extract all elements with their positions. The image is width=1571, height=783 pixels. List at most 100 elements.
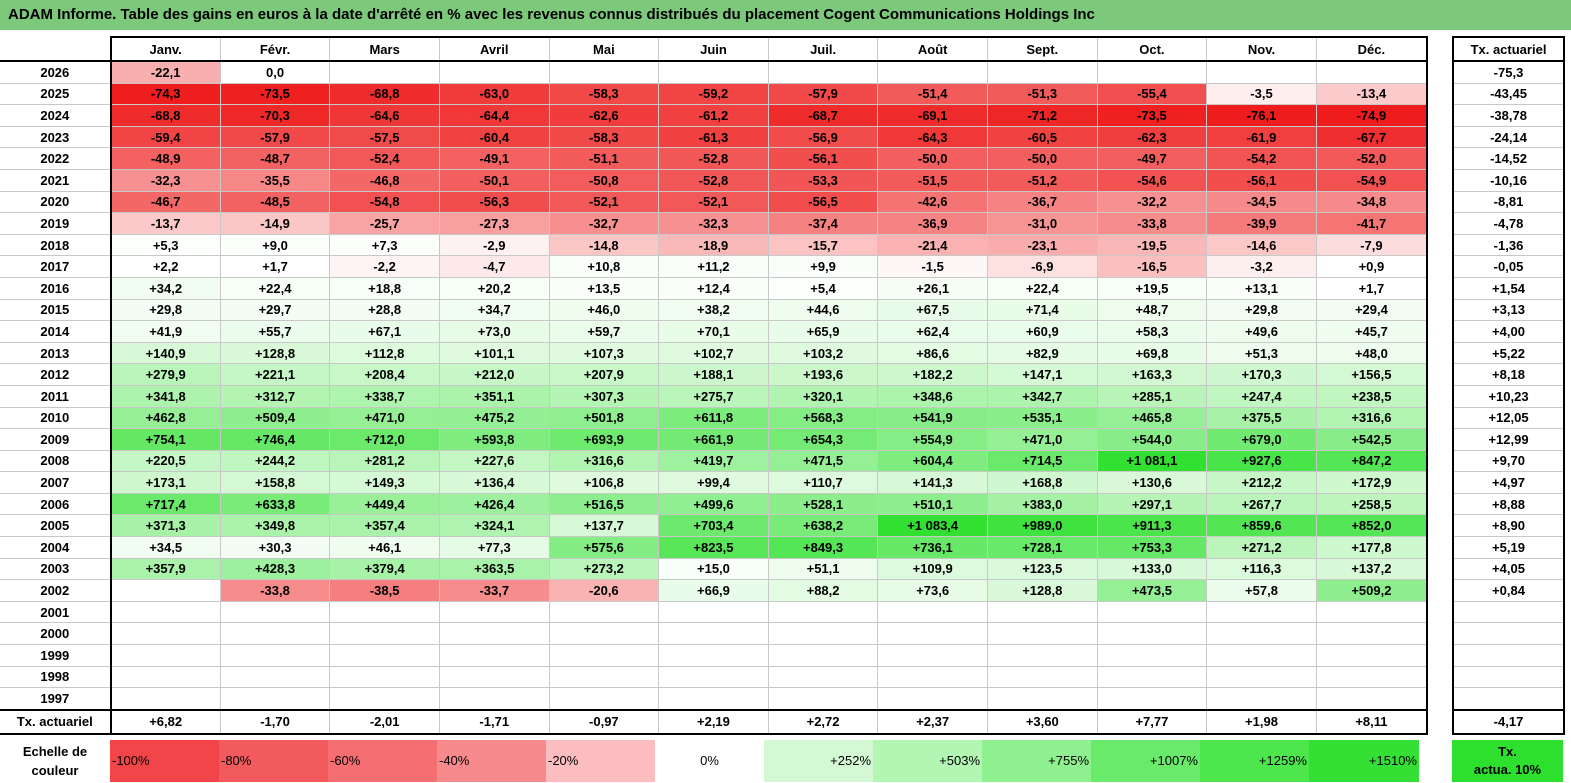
value-cell xyxy=(986,622,1098,646)
value-cell xyxy=(877,644,988,667)
rate-cell: -24,14 xyxy=(1452,125,1565,149)
value-cell: +193,6 xyxy=(767,363,879,386)
rate-cell: +5,19 xyxy=(1452,536,1565,559)
value-cell: +379,4 xyxy=(329,557,440,581)
value-cell xyxy=(329,687,440,711)
value-cell: +544,0 xyxy=(1096,428,1208,451)
value-cell: +51,1 xyxy=(767,557,879,581)
value-cell: +465,8 xyxy=(1096,406,1208,430)
column-header: Août xyxy=(877,36,988,62)
value-cell: +12,4 xyxy=(658,276,769,300)
value-cell: -74,3 xyxy=(109,82,221,106)
row-year: 2025 xyxy=(0,82,112,106)
value-cell: +5,3 xyxy=(109,233,221,257)
value-cell: +29,4 xyxy=(1315,298,1428,322)
value-cell xyxy=(548,665,660,689)
color-scale-swatch: -100% xyxy=(110,740,219,782)
value-cell xyxy=(219,644,331,667)
value-cell: -32,3 xyxy=(109,168,221,192)
value-cell: -6,9 xyxy=(986,255,1098,278)
value-cell xyxy=(986,60,1098,84)
value-cell xyxy=(219,622,331,646)
value-cell: +471,5 xyxy=(767,449,879,473)
value-cell: +357,9 xyxy=(109,557,221,581)
value-cell: -56,1 xyxy=(767,147,879,170)
value-cell: +69,8 xyxy=(1096,341,1208,365)
value-cell: +859,6 xyxy=(1206,514,1317,538)
value-cell: -61,9 xyxy=(1206,125,1317,149)
value-cell: -50,8 xyxy=(548,168,660,192)
value-cell: +509,2 xyxy=(1315,579,1428,602)
rate-row: +5,22 xyxy=(1452,341,1565,365)
value-cell: +258,5 xyxy=(1315,492,1428,516)
rate-cell: -1,36 xyxy=(1452,233,1565,257)
color-scale-label: Echelle de couleur xyxy=(0,740,110,782)
value-cell: -20,6 xyxy=(548,579,660,602)
value-cell: +109,9 xyxy=(877,557,988,581)
value-cell: +273,2 xyxy=(548,557,660,581)
value-cell xyxy=(109,687,221,711)
rate-cell xyxy=(1452,600,1565,624)
value-cell: -50,0 xyxy=(986,147,1098,170)
value-cell: +611,8 xyxy=(658,406,769,430)
gains-table: Janv. Févr. Mars Avril Mai Juin Juil. Août Sept.… xyxy=(0,36,1428,735)
value-cell: -49,7 xyxy=(1096,147,1208,170)
value-cell: +2,2 xyxy=(109,255,221,278)
value-cell: +13,5 xyxy=(548,276,660,300)
table-row: 2020 -46,7 -48,5 -54,8 -56,3 -52,1 -52,1 -56,5-… xyxy=(0,190,1428,214)
column-header-row: Janv. Févr. Mars Avril Mai Juin Juil. Août Sept.… xyxy=(0,36,1428,62)
value-cell: -33,8 xyxy=(1096,212,1208,235)
value-cell xyxy=(438,644,550,667)
value-cell xyxy=(1096,60,1208,84)
row-year: 2008 xyxy=(0,449,112,473)
value-cell: -70,3 xyxy=(219,104,331,127)
value-cell: +73,6 xyxy=(877,579,988,602)
color-scale-rate-line2: actua. 10% xyxy=(1473,762,1542,777)
value-cell: -13,4 xyxy=(1315,82,1428,106)
value-cell xyxy=(109,622,221,646)
value-cell: +419,7 xyxy=(658,449,769,473)
rate-cell: -4,78 xyxy=(1452,212,1565,235)
value-cell: +654,3 xyxy=(767,428,879,451)
value-cell: +140,9 xyxy=(109,341,221,365)
value-cell: +9,9 xyxy=(767,255,879,278)
value-cell: -19,5 xyxy=(1096,233,1208,257)
value-cell: -3,5 xyxy=(1206,82,1317,106)
value-cell: -14,6 xyxy=(1206,233,1317,257)
value-cell: +20,2 xyxy=(438,276,550,300)
value-cell: +728,1 xyxy=(986,536,1098,559)
row-year: 2022 xyxy=(0,147,112,170)
row-year: 2015 xyxy=(0,298,112,322)
value-cell: -39,9 xyxy=(1206,212,1317,235)
value-cell: +13,1 xyxy=(1206,276,1317,300)
value-cell: +46,1 xyxy=(329,536,440,559)
value-cell: +15,0 xyxy=(658,557,769,581)
value-cell: +927,6 xyxy=(1206,449,1317,473)
value-cell: +128,8 xyxy=(219,341,331,365)
rate-cell: +4,05 xyxy=(1452,557,1565,581)
rate-row: +12,05 xyxy=(1452,406,1565,430)
value-cell: +220,5 xyxy=(109,449,221,473)
table-row: 2022 -48,9 -48,7 -52,4 -49,1 -51,1 -52,8 -56,1-… xyxy=(0,147,1428,170)
value-cell: +9,0 xyxy=(219,233,331,257)
value-cell xyxy=(438,665,550,689)
value-cell: +170,3 xyxy=(1206,363,1317,386)
value-cell: +66,9 xyxy=(658,579,769,602)
value-cell xyxy=(1206,600,1317,624)
row-year: 1997 xyxy=(0,687,112,711)
value-cell: -36,7 xyxy=(986,190,1098,214)
value-cell: -50,0 xyxy=(877,147,988,170)
value-cell: +147,1 xyxy=(986,363,1098,386)
row-year: 2007 xyxy=(0,471,112,494)
value-cell: +0,9 xyxy=(1315,255,1428,278)
rate-row xyxy=(1452,644,1565,667)
color-scale-swatch: +503% xyxy=(873,740,982,782)
rate-row: -8,81 xyxy=(1452,190,1565,214)
table-row: 2026 -22,1 0,0 xyxy=(0,60,1428,84)
value-cell: +351,1 xyxy=(438,384,550,408)
table-row: 2000 xyxy=(0,622,1428,646)
color-scale: Echelle de couleur -100% -80% -60% -40% -20%… xyxy=(0,740,1428,782)
rate-cell: -38,78 xyxy=(1452,104,1565,127)
value-cell: -3,2 xyxy=(1206,255,1317,278)
value-cell: +86,6 xyxy=(877,341,988,365)
